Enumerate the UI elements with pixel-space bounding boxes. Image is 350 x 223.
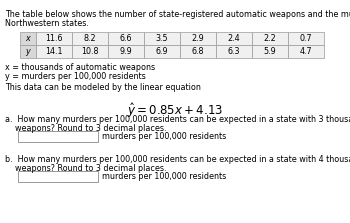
Text: 10.8: 10.8 (81, 47, 99, 56)
Text: murders per 100,000 residents: murders per 100,000 residents (102, 172, 226, 181)
Text: 0.7: 0.7 (300, 34, 312, 43)
Text: a.  How many murders per 100,000 residents can be expected in a state with 3 tho: a. How many murders per 100,000 resident… (5, 115, 350, 124)
Text: 2.2: 2.2 (264, 34, 276, 43)
Text: 9.9: 9.9 (120, 47, 132, 56)
Text: 6.6: 6.6 (120, 34, 132, 43)
Text: y: y (26, 47, 30, 56)
Text: $\hat{y} = 0.85x + 4.13$: $\hat{y} = 0.85x + 4.13$ (127, 101, 223, 120)
Text: 5.9: 5.9 (264, 47, 276, 56)
Text: 11.6: 11.6 (45, 34, 63, 43)
Text: weapons? Round to 3 decimal places.: weapons? Round to 3 decimal places. (5, 164, 167, 173)
Text: x = thousands of automatic weapons: x = thousands of automatic weapons (5, 63, 155, 72)
Text: 6.8: 6.8 (192, 47, 204, 56)
Text: weapons? Round to 3 decimal places.: weapons? Round to 3 decimal places. (5, 124, 167, 133)
Text: 8.2: 8.2 (84, 34, 96, 43)
Text: b.  How many murders per 100,000 residents can be expected in a state with 4 tho: b. How many murders per 100,000 resident… (5, 155, 350, 164)
Text: This data can be modeled by the linear equation: This data can be modeled by the linear e… (5, 83, 201, 92)
Text: 14.1: 14.1 (45, 47, 63, 56)
Text: murders per 100,000 residents: murders per 100,000 residents (102, 132, 226, 141)
Text: Northwestern states.: Northwestern states. (5, 19, 89, 28)
Text: 3.5: 3.5 (156, 34, 168, 43)
Text: 6.9: 6.9 (156, 47, 168, 56)
Text: The table below shows the number of state-registered automatic weapons and the m: The table below shows the number of stat… (5, 10, 350, 19)
Text: y = murders per 100,000 residents: y = murders per 100,000 residents (5, 72, 146, 81)
Text: 4.7: 4.7 (300, 47, 312, 56)
Text: 6.3: 6.3 (228, 47, 240, 56)
Text: x: x (26, 34, 30, 43)
Text: 2.4: 2.4 (228, 34, 240, 43)
Text: 2.9: 2.9 (192, 34, 204, 43)
